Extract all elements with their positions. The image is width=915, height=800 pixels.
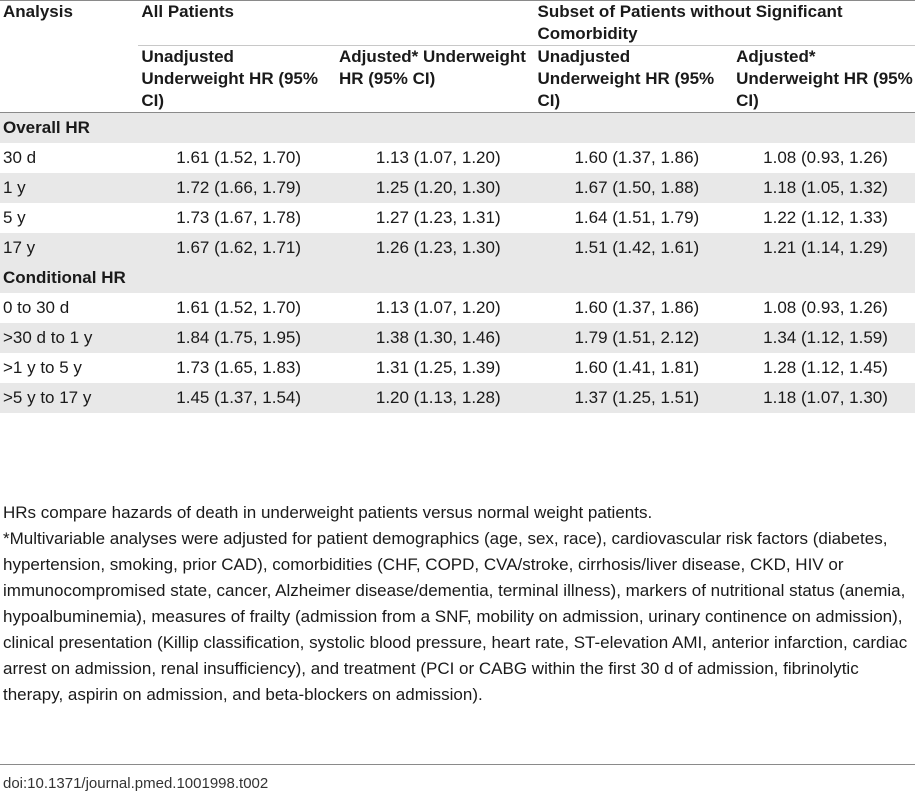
- section-title: Overall HR: [0, 112, 139, 143]
- hr-value-cell: 1.13 (1.07, 1.20): [375, 298, 501, 317]
- table-row: >5 y to 17 y 1.45 (1.37, 1.54) 1.20 (1.13,…: [0, 383, 915, 413]
- hr-value-cell: 1.84 (1.75, 1.95): [138, 323, 339, 353]
- hr-value-cell: 1.31 (1.25, 1.39): [375, 358, 501, 377]
- table-row: 5 y 1.73 (1.67, 1.78) 1.27 (1.23, 1.31) 1.6…: [0, 203, 915, 233]
- header-adjusted-subset: Adjusted* Underweight HR (95% CI): [736, 45, 915, 113]
- row-label: 30 d: [3, 148, 37, 167]
- hr-value-cell: 1.79 (1.51, 2.12): [537, 323, 737, 353]
- row-label: >1 y to 5 y: [3, 358, 82, 377]
- table-row: >30 d to 1 y 1.84 (1.75, 1.95) 1.38 (1.30,…: [0, 323, 915, 353]
- hr-value-cell: 1.25 (1.20, 1.30): [338, 173, 538, 203]
- hr-value-cell: 1.08 (0.93, 1.26): [763, 148, 888, 167]
- row-label: 0 to 30 d: [3, 298, 70, 317]
- hr-value-cell: 1.60 (1.37, 1.86): [574, 148, 700, 167]
- hr-value-cell: 1.64 (1.51, 1.79): [574, 208, 700, 227]
- hr-value-cell: 1.73 (1.67, 1.78): [176, 208, 302, 227]
- section-title: Conditional HR: [0, 263, 139, 293]
- header-unadjusted-subset: Unadjusted Underweight HR (95% CI): [537, 45, 737, 113]
- row-label: >5 y to 17 y: [0, 383, 139, 413]
- hr-value-cell: 1.20 (1.13, 1.28): [338, 383, 538, 413]
- row-label: >30 d to 1 y: [0, 323, 139, 353]
- hr-value-cell: 1.60 (1.41, 1.81): [574, 358, 700, 377]
- header-row-groups: Analysis All Patients Subset of Patients…: [0, 1, 915, 46]
- hazard-ratio-table: Analysis All Patients Subset of Patients…: [0, 0, 915, 413]
- hr-value-cell: 1.34 (1.12, 1.59): [736, 323, 915, 353]
- hr-value-cell: 1.61 (1.52, 1.70): [176, 148, 302, 167]
- hr-value-cell: 1.26 (1.23, 1.30): [338, 233, 538, 263]
- header-subset: Subset of Patients without Significant C…: [537, 1, 915, 46]
- section-row: Overall HR: [0, 112, 915, 143]
- table-row: 0 to 30 d 1.61 (1.52, 1.70) 1.13 (1.07, 1.…: [0, 293, 915, 323]
- table-row: 1 y 1.72 (1.66, 1.79) 1.25 (1.20, 1.30) 1.6…: [0, 173, 915, 203]
- hr-value-cell: 1.72 (1.66, 1.79): [138, 173, 339, 203]
- doi-text: doi:10.1371/journal.pmed.1001998.t002: [3, 775, 269, 792]
- table-row: 17 y 1.67 (1.62, 1.71) 1.26 (1.23, 1.30) 1.…: [0, 233, 915, 263]
- hr-value-cell: 1.21 (1.14, 1.29): [736, 233, 915, 263]
- hr-value-cell: 1.67 (1.62, 1.71): [138, 233, 339, 263]
- hr-value-cell: 1.27 (1.23, 1.31): [375, 208, 501, 227]
- hr-value-cell: 1.08 (0.93, 1.26): [763, 298, 888, 317]
- hr-value-cell: 1.60 (1.37, 1.86): [574, 298, 700, 317]
- hr-value-cell: 1.28 (1.12, 1.45): [763, 358, 888, 377]
- hr-value-cell: 1.37 (1.25, 1.51): [537, 383, 737, 413]
- hr-value-cell: 1.18 (1.07, 1.30): [736, 383, 915, 413]
- header-unadjusted-all: Unadjusted Underweight HR (95% CI): [138, 45, 339, 113]
- hr-value-cell: 1.45 (1.37, 1.54): [138, 383, 339, 413]
- hr-value-cell: 1.22 (1.12, 1.33): [763, 208, 888, 227]
- hr-value-cell: 1.73 (1.65, 1.83): [176, 358, 302, 377]
- bottom-divider: [0, 764, 915, 765]
- hr-value-cell: 1.18 (1.05, 1.32): [736, 173, 915, 203]
- hr-value-cell: 1.13 (1.07, 1.20): [375, 148, 501, 167]
- table-row: >1 y to 5 y 1.73 (1.65, 1.83) 1.31 (1.25, …: [0, 353, 915, 383]
- hr-value-cell: 1.38 (1.30, 1.46): [338, 323, 538, 353]
- header-row-columns: Unadjusted Underweight HR (95% CI) Adjus…: [0, 45, 915, 113]
- hr-value-cell: 1.51 (1.42, 1.61): [537, 233, 737, 263]
- hr-value-cell: 1.67 (1.50, 1.88): [537, 173, 737, 203]
- header-analysis: Analysis: [3, 2, 73, 21]
- footnote-adjustment: *Multivariable analyses were adjusted fo…: [3, 529, 908, 704]
- footnote-hr-definition: HRs compare hazards of death in underwei…: [3, 503, 653, 522]
- header-all-patients: All Patients: [138, 1, 538, 46]
- section-row: Conditional HR: [0, 263, 915, 293]
- hr-value-cell: 1.61 (1.52, 1.70): [176, 298, 302, 317]
- row-label: 1 y: [0, 173, 139, 203]
- table-footnotes: HRs compare hazards of death in underwei…: [0, 500, 912, 708]
- table-row: 30 d 1.61 (1.52, 1.70) 1.13 (1.07, 1.20) 1.…: [0, 143, 915, 173]
- header-adjusted-all: Adjusted* Underweight HR (95% CI): [338, 45, 538, 113]
- row-label: 17 y: [0, 233, 139, 263]
- row-label: 5 y: [3, 208, 26, 227]
